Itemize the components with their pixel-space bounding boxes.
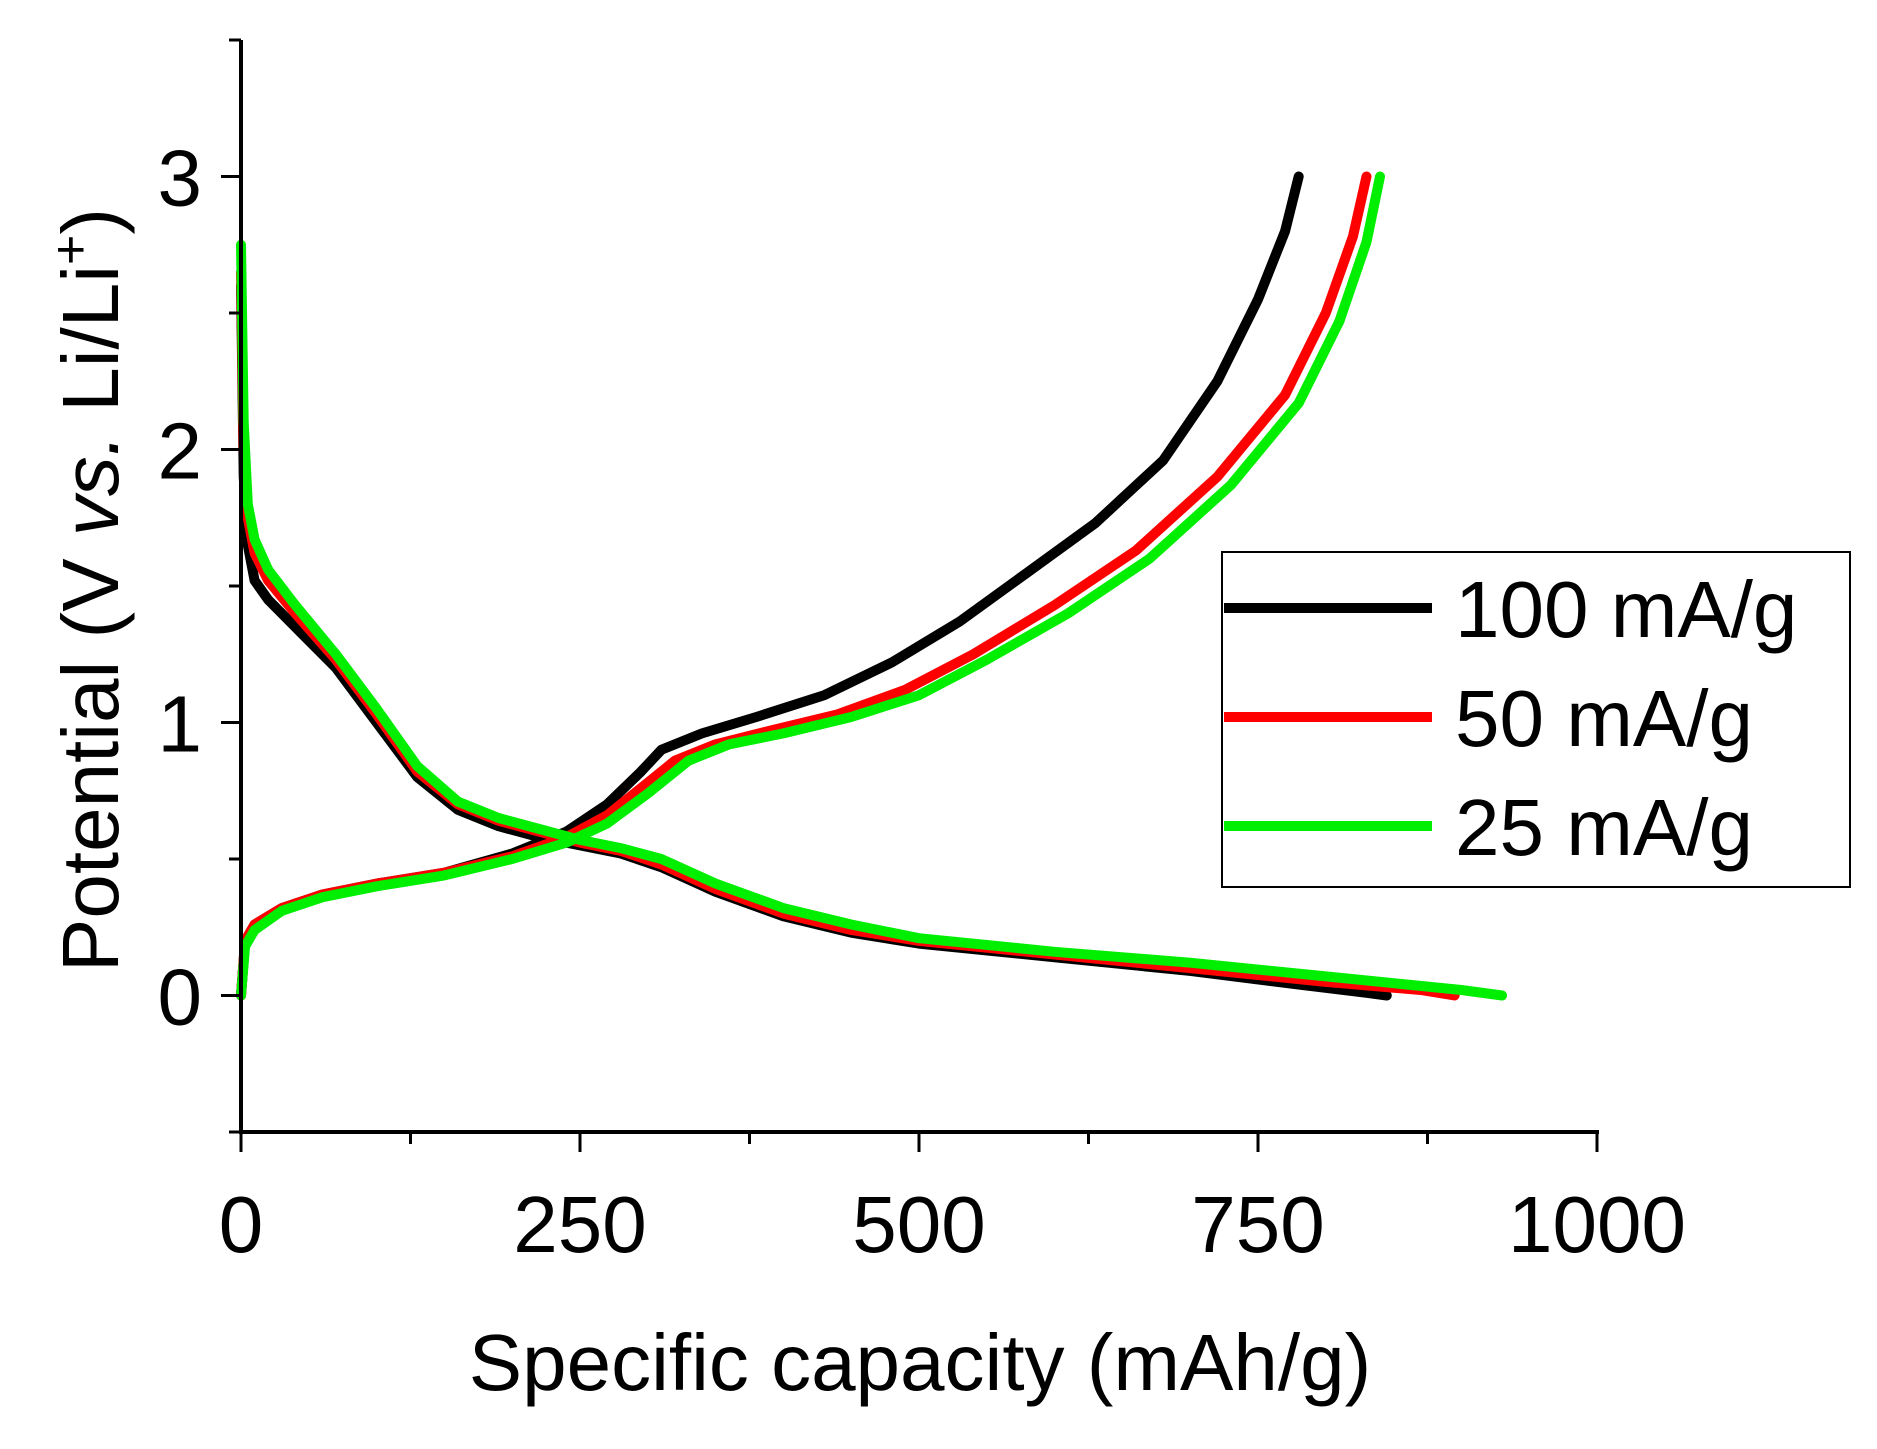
x-tick-label: 750 — [1191, 1180, 1324, 1269]
y-tick-label: 0 — [158, 953, 203, 1042]
x-axis-title: Specific capacity (mAh/g) — [469, 1318, 1372, 1407]
series-3-charge-curve — [236, 171, 1385, 1001]
legend: 100 mA/g 50 mA/g 25 mA/g — [1221, 551, 1851, 888]
y-axis-title-italic: vs. — [46, 434, 135, 536]
legend-label-3: 25 mA/g — [1455, 783, 1753, 872]
series-3-discharge-curve — [236, 239, 1508, 1001]
legend-entries: 100 mA/g 50 mA/g 25 mA/g — [1224, 565, 1797, 872]
legend-label-1: 100 mA/g — [1455, 565, 1797, 654]
y-axis-title-part: Li/Li — [46, 265, 135, 434]
x-tick-label: 250 — [513, 1180, 646, 1269]
y-tick-label: 1 — [158, 680, 203, 769]
y-tick-label: 2 — [158, 407, 203, 496]
ticks-layer: 0 250 500 750 1000 0 1 2 3 — [158, 38, 1686, 1269]
series-layer — [236, 171, 1508, 1001]
x-tick-label: 1000 — [1508, 1180, 1686, 1269]
y-axis-title-part: ) — [46, 208, 135, 235]
y-axis-title: Potential (V vs. Li/Li+) — [42, 208, 135, 972]
x-tick-label: 0 — [219, 1180, 264, 1269]
y-axis-title-superscript: + — [42, 235, 100, 265]
legend-label-2: 50 mA/g — [1455, 674, 1753, 763]
y-tick-label: 3 — [158, 134, 203, 223]
x-tick-label: 500 — [852, 1180, 985, 1269]
y-axis-title-part: Potential (V — [46, 536, 135, 972]
